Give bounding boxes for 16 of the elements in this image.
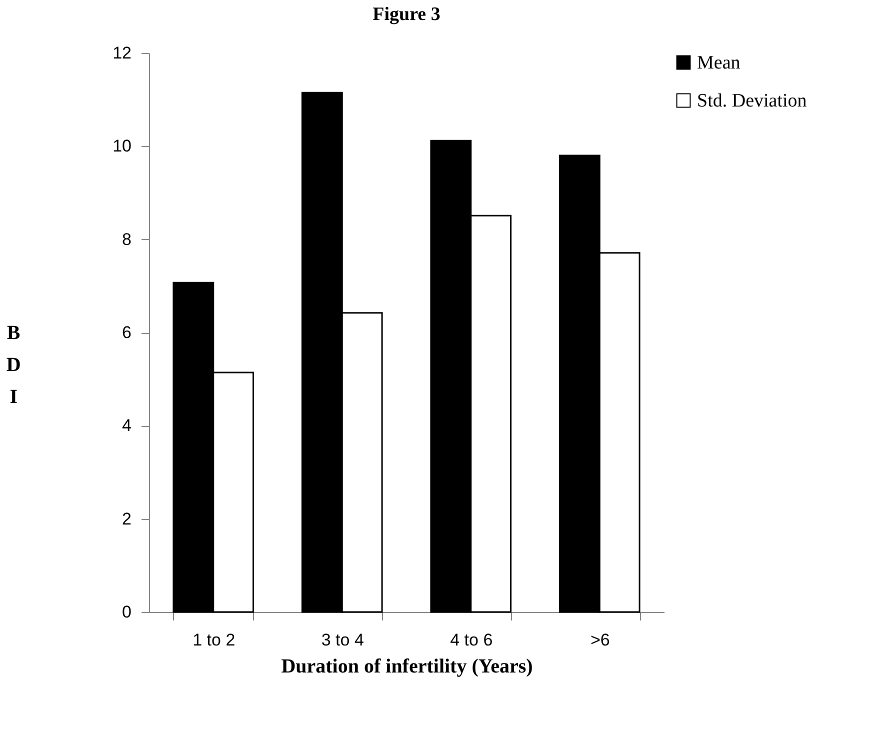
legend-label: Std. Deviation bbox=[697, 90, 808, 112]
x-tick-label: >6 bbox=[590, 630, 610, 650]
y-tick-label: 0 bbox=[122, 602, 132, 622]
x-tick-label: 3 to 4 bbox=[321, 630, 364, 650]
y-tick-label: 12 bbox=[112, 44, 132, 62]
y-tick-label: 4 bbox=[122, 416, 132, 436]
legend-label: Mean bbox=[697, 52, 741, 74]
x-tick-label: 4 to 6 bbox=[450, 630, 493, 650]
y-axis-title: BDI bbox=[6, 322, 21, 408]
y-tick-label: 8 bbox=[122, 230, 132, 249]
y-tick-label: 6 bbox=[122, 323, 132, 342]
x-tick-label: 1 to 2 bbox=[192, 630, 236, 650]
chart-title: Figure 3 bbox=[372, 4, 440, 25]
x-axis-title: Duration of infertility (Years) bbox=[281, 656, 533, 678]
y-tick-label: 10 bbox=[112, 136, 132, 156]
y-tick-label: 2 bbox=[122, 509, 132, 528]
